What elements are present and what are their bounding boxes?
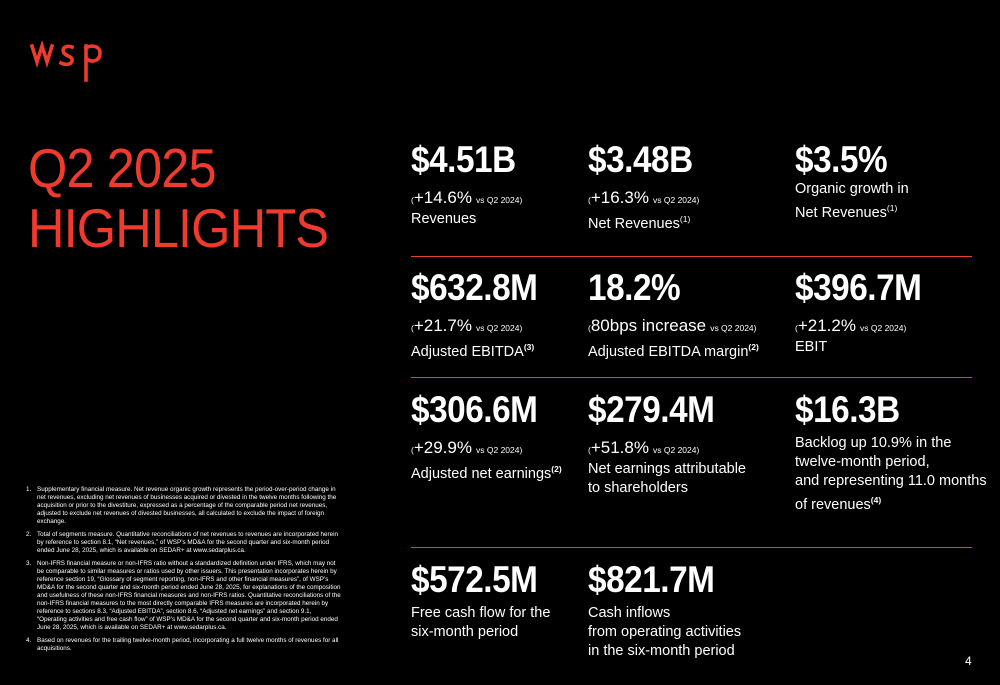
metric-label: Adjusted net earnings — [411, 465, 552, 482]
metric-label: EBIT — [795, 339, 828, 355]
metric-value: $306.6M — [411, 389, 538, 430]
metric-value: $821.7M — [588, 559, 715, 600]
metric-value: $632.8M — [411, 267, 538, 308]
wsp-logo — [30, 39, 102, 82]
metric-cash-inflows: $821.7M Cash inflows from operating acti… — [588, 560, 768, 661]
footnote-4: 4. Based on revenues for the trailing twe… — [26, 637, 339, 652]
metric-backlog: $16.3B Backlog up 10.9% in the twelve-mo… — [795, 389, 987, 513]
page-number: 4 — [965, 654, 972, 668]
divider-3 — [411, 547, 972, 548]
metric-free-cash-flow: $572.5M Free cash flow for the six-month… — [411, 560, 591, 642]
footnote-1: 1. Supplementary financial measure. Net r… — [26, 486, 337, 525]
metric-value: $16.3B — [795, 389, 900, 430]
metric-label: Net Revenues — [588, 215, 680, 232]
metric-value: $3.5% — [795, 139, 888, 180]
metric-revenues: $4.51B (+14.6% vs Q2 2024) Revenues — [411, 140, 591, 229]
divider-2 — [411, 377, 972, 378]
footnotes: 1. Supplementary financial measure. Net r… — [26, 486, 341, 658]
metric-net-revenues: $3.48B (+16.3% vs Q2 2024) Net Revenues(… — [588, 140, 768, 234]
divider-1 — [411, 256, 972, 257]
metric-net-earnings: $279.4M (+51.8% vs Q2 2024) Net earnings… — [588, 390, 768, 498]
metric-label: Revenues — [411, 211, 477, 227]
title-line-1: Q2 2025 — [28, 137, 217, 199]
metric-value: 18.2% — [588, 267, 681, 308]
metric-value: $279.4M — [588, 389, 715, 430]
metric-value: $4.51B — [411, 139, 516, 180]
title-line-2: HIGHLIGHTS — [28, 197, 329, 259]
metric-value: $572.5M — [411, 559, 538, 600]
metric-ebit: $396.7M (+21.2% vs Q2 2024) EBIT — [795, 268, 975, 357]
metric-label: Adjusted EBITDA margin — [588, 343, 749, 360]
metric-adjusted-ebitda: $632.8M (+21.7% vs Q2 2024) Adjusted EBI… — [411, 268, 591, 362]
page-title: Q2 2025 HIGHLIGHTS — [28, 137, 329, 259]
metric-ebitda-margin: 18.2% (80bps increase vs Q2 2024) Adjust… — [588, 268, 788, 362]
footnote-2: 2. Total of segments measure. Quantitativ… — [26, 531, 339, 554]
footnote-3: 3. Non-IFRS financial measure or non-IFRS… — [26, 560, 341, 631]
metric-value: $3.48B — [588, 139, 693, 180]
metric-value: $396.7M — [795, 267, 922, 308]
metric-label: Adjusted EBITDA — [411, 343, 524, 360]
metric-adjusted-net-earnings: $306.6M (+29.9% vs Q2 2024) Adjusted net… — [411, 390, 591, 484]
metric-organic-growth: $3.5% Organic growth in Net Revenues(1) — [795, 140, 975, 223]
